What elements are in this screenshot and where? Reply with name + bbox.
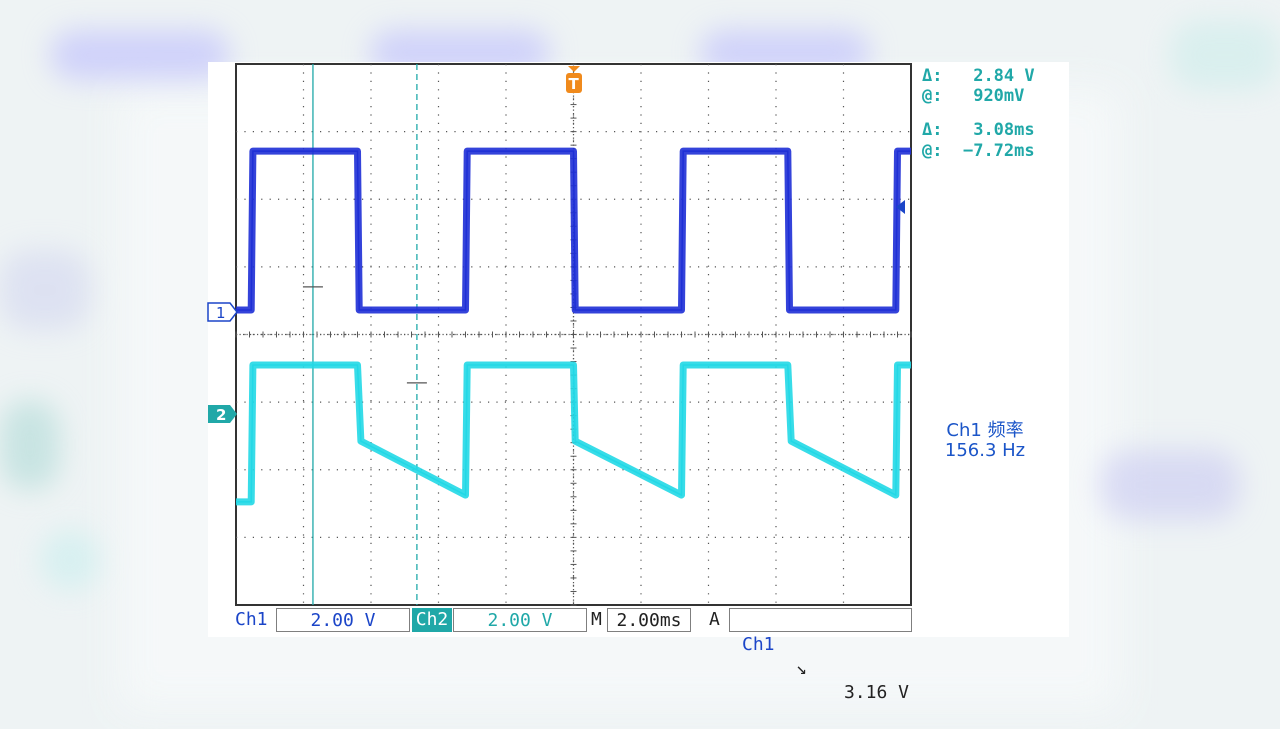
- time-delta-value: 3.08ms: [973, 120, 1035, 140]
- voltage-at-label: @:: [922, 86, 943, 106]
- background-blob: [1170, 20, 1280, 90]
- voltage-delta-value: 2.84 V: [973, 66, 1035, 86]
- trigger-mode: A: [709, 609, 720, 630]
- time-delta-label: Δ:: [922, 120, 943, 140]
- time-at-readout: @: −7.72ms: [922, 143, 1035, 160]
- trigger-level-marker[interactable]: [896, 200, 905, 214]
- waveform-traces: [236, 147, 911, 506]
- status-bar: Ch1 2.00 V Ch2 2.00 V M 2.00ms A Ch1 ↘ 3…: [235, 608, 912, 703]
- voltage-at-value: 920mV: [973, 86, 1025, 106]
- ch1-marker-label: 1: [216, 304, 226, 322]
- channel-markers: 1 2 T: [207, 66, 905, 424]
- trigger-source: Ch1: [742, 634, 775, 655]
- voltage-delta-label: Δ:: [922, 66, 943, 86]
- background-blob: [0, 400, 60, 490]
- voltage-at-readout: @: 920mV: [922, 88, 1024, 105]
- trigger-marker-label: T: [569, 75, 580, 93]
- ch2-label[interactable]: Ch2: [412, 608, 452, 632]
- ch2-marker-label: 2: [216, 406, 226, 424]
- voltage-delta-readout: Δ: 2.84 V: [922, 68, 1035, 85]
- frequency-measurement: Ch1 频率 156.3 Hz: [940, 421, 1030, 461]
- time-delta-readout: Δ: 3.08ms: [922, 122, 1035, 139]
- graticule: [235, 63, 912, 606]
- ch1-trace-edge: [236, 150, 911, 311]
- ch2-ground-marker[interactable]: 2: [208, 405, 237, 424]
- timebase-value[interactable]: 2.00ms: [607, 608, 691, 632]
- trigger-level: 3.16 V: [843, 682, 909, 703]
- oscilloscope-display: 1 2 T: [207, 63, 912, 606]
- ch2-trace-edge: [236, 364, 911, 503]
- time-at-label: @:: [922, 141, 943, 161]
- background-blob: [1100, 450, 1240, 520]
- ch1-ground-marker[interactable]: 1: [207, 302, 238, 322]
- ch1-label[interactable]: Ch1: [235, 609, 268, 630]
- time-at-value: −7.72ms: [962, 141, 1035, 161]
- trigger-position-marker[interactable]: T: [566, 66, 582, 93]
- trigger-slope-icon: ↘: [796, 658, 807, 679]
- background-blob: [50, 30, 230, 80]
- background-blob: [40, 530, 100, 590]
- timebase-prefix: M: [591, 609, 602, 630]
- ch2-scale[interactable]: 2.00 V: [453, 608, 587, 632]
- background-blob: [0, 250, 90, 330]
- frequency-label: Ch1 频率: [946, 420, 1024, 441]
- frequency-value: 156.3 Hz: [944, 440, 1026, 461]
- trigger-settings[interactable]: Ch1 ↘ 3.16 V: [729, 608, 912, 703]
- ch1-scale[interactable]: 2.00 V: [276, 608, 410, 632]
